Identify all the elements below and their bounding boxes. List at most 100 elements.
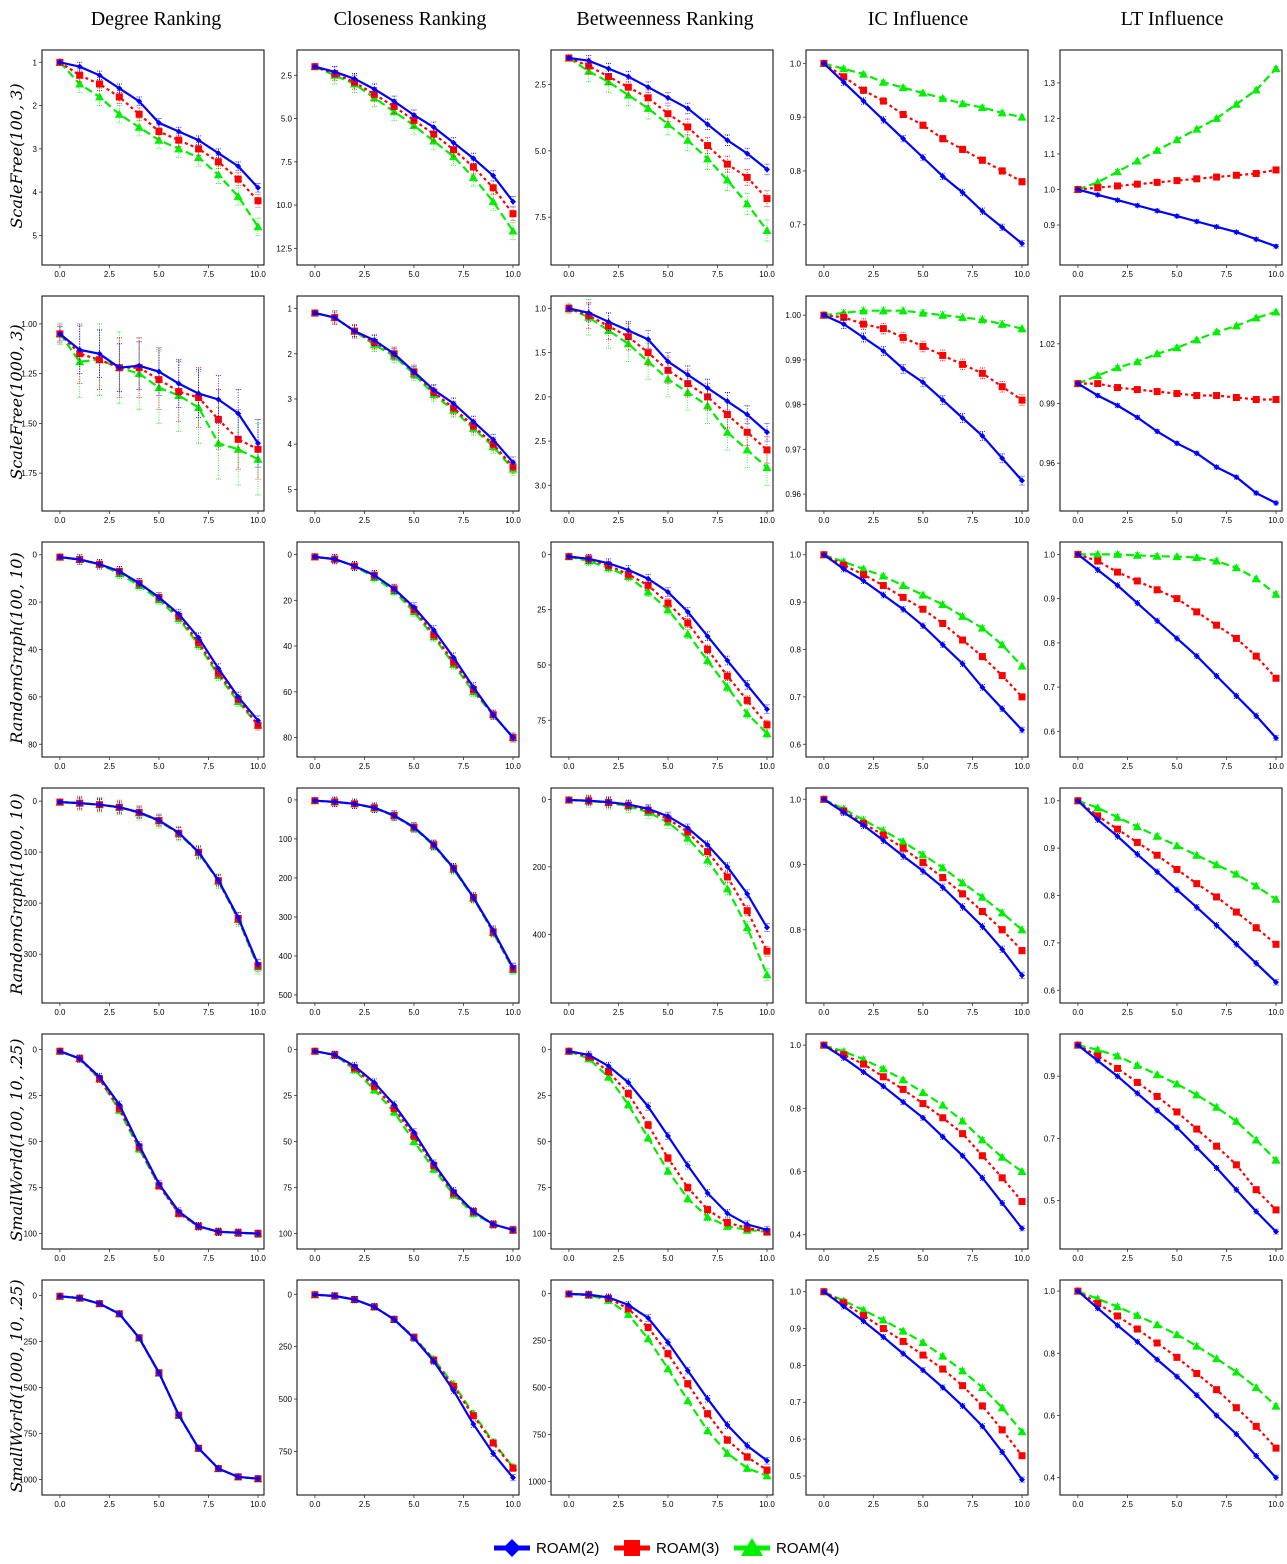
- data-point: [744, 681, 751, 688]
- data-point: [410, 112, 417, 119]
- x-tick-label: 0.0: [1072, 1254, 1084, 1263]
- data-point: [1173, 865, 1181, 873]
- data-point: [1093, 1045, 1103, 1054]
- data-point: [371, 804, 378, 811]
- x-tick-label: 2.5: [359, 1500, 371, 1509]
- x-tick-label: 0.0: [1072, 1500, 1084, 1509]
- data-point: [1232, 634, 1240, 642]
- y-tick-label: 100: [24, 1230, 38, 1239]
- plot-frame: [296, 295, 520, 512]
- data-point: [625, 327, 632, 334]
- x-tick-label: 2.5: [104, 270, 116, 279]
- data-point: [1172, 1079, 1182, 1088]
- data-point: [565, 305, 572, 312]
- data-point: [135, 110, 143, 118]
- data-point: [195, 390, 202, 397]
- data-point: [979, 1423, 986, 1430]
- y-tick-label: 5: [33, 231, 38, 240]
- data-point: [1193, 1125, 1201, 1133]
- series-line: [1077, 1044, 1277, 1161]
- data-point: [1173, 635, 1180, 642]
- data-point: [763, 446, 771, 454]
- y-tick-label: 12.5: [276, 244, 292, 253]
- data-point: [1113, 1302, 1123, 1311]
- data-point: [939, 1114, 947, 1122]
- x-tick-label: 10.0: [1268, 762, 1284, 771]
- data-point: [644, 1323, 652, 1331]
- y-tick-label: 1.0: [790, 59, 802, 68]
- data-point: [1193, 1370, 1201, 1378]
- data-point: [1232, 1404, 1240, 1412]
- data-point: [76, 63, 83, 70]
- y-tick-label: 3: [288, 395, 293, 404]
- data-point: [840, 79, 847, 86]
- panel-r0-c3: 0.0 2.5 5.0 7.5 10.0 0.7 0.8 0.9 1.0: [790, 49, 1030, 279]
- data-point: [979, 684, 986, 691]
- series-roam2: [565, 1048, 770, 1235]
- data-point: [175, 1208, 182, 1215]
- data-point: [722, 682, 732, 691]
- data-point: [175, 829, 182, 836]
- data-point: [1213, 1386, 1221, 1394]
- data-point: [625, 73, 632, 80]
- data-point: [1154, 428, 1161, 435]
- data-point: [663, 1166, 673, 1175]
- panel-r2-c3: 0.0 2.5 5.0 7.5 10.0 0.6 0.7 0.8 0.9 1.0: [790, 541, 1030, 771]
- data-point: [919, 379, 926, 386]
- data-point: [1213, 922, 1220, 929]
- x-tick-label: 5.0: [662, 516, 674, 525]
- x-tick-label: 2.5: [1122, 1500, 1134, 1509]
- series-roam2: [1074, 186, 1279, 250]
- data-point: [1273, 243, 1279, 250]
- x-tick-label: 2.5: [104, 1008, 116, 1017]
- y-tick-label: 80: [283, 734, 292, 743]
- data-point: [1019, 972, 1025, 979]
- data-point: [116, 364, 123, 371]
- data-point: [880, 592, 887, 599]
- series-roam2: [565, 54, 770, 176]
- data-point: [604, 326, 614, 335]
- data-point: [998, 1174, 1006, 1182]
- series-line: [568, 307, 768, 451]
- data-point: [879, 1325, 887, 1333]
- data-point: [1231, 1367, 1241, 1376]
- legend-item-roam2: ROAM(2): [494, 1539, 599, 1557]
- data-point: [1193, 175, 1201, 183]
- data-point: [585, 1051, 592, 1058]
- data-point: [1153, 388, 1161, 396]
- data-point: [840, 313, 848, 321]
- x-tick-label: 5.0: [1171, 1500, 1183, 1509]
- data-point: [235, 1229, 242, 1236]
- data-point: [1133, 1078, 1141, 1086]
- data-point: [919, 1100, 927, 1108]
- series-roam2: [1074, 797, 1279, 986]
- data-point: [331, 68, 338, 75]
- data-point: [704, 841, 711, 848]
- y-tick-label: 20: [283, 596, 292, 605]
- legend-label: ROAM(2): [536, 1540, 599, 1557]
- x-tick-label: 10.0: [250, 762, 266, 771]
- data-point: [56, 330, 63, 337]
- data-point: [683, 1396, 693, 1405]
- x-tick-label: 0.0: [1072, 762, 1084, 771]
- x-tick-label: 10.0: [1268, 1254, 1284, 1263]
- data-point: [722, 427, 732, 436]
- x-tick-label: 10.0: [1014, 762, 1030, 771]
- data-point: [997, 1152, 1007, 1161]
- data-point: [565, 797, 572, 804]
- data-point: [900, 853, 907, 860]
- data-point: [704, 1410, 712, 1418]
- data-point: [1114, 1073, 1121, 1080]
- x-tick-label: 2.5: [359, 1254, 371, 1263]
- legend-label: ROAM(4): [776, 1540, 839, 1557]
- data-point: [623, 1100, 633, 1109]
- y-tick-label: 0.8: [790, 1361, 802, 1370]
- x-tick-label: 10.0: [250, 1254, 266, 1263]
- data-point: [1272, 166, 1280, 174]
- x-tick-label: 5.0: [662, 762, 674, 771]
- data-point: [195, 849, 202, 856]
- data-point: [958, 312, 968, 321]
- data-point: [743, 1453, 751, 1461]
- panel-r1-c2: 0.0 2.5 5.0 7.5 10.0 1.0 1.5 2.0 2.5 3.0: [535, 295, 775, 525]
